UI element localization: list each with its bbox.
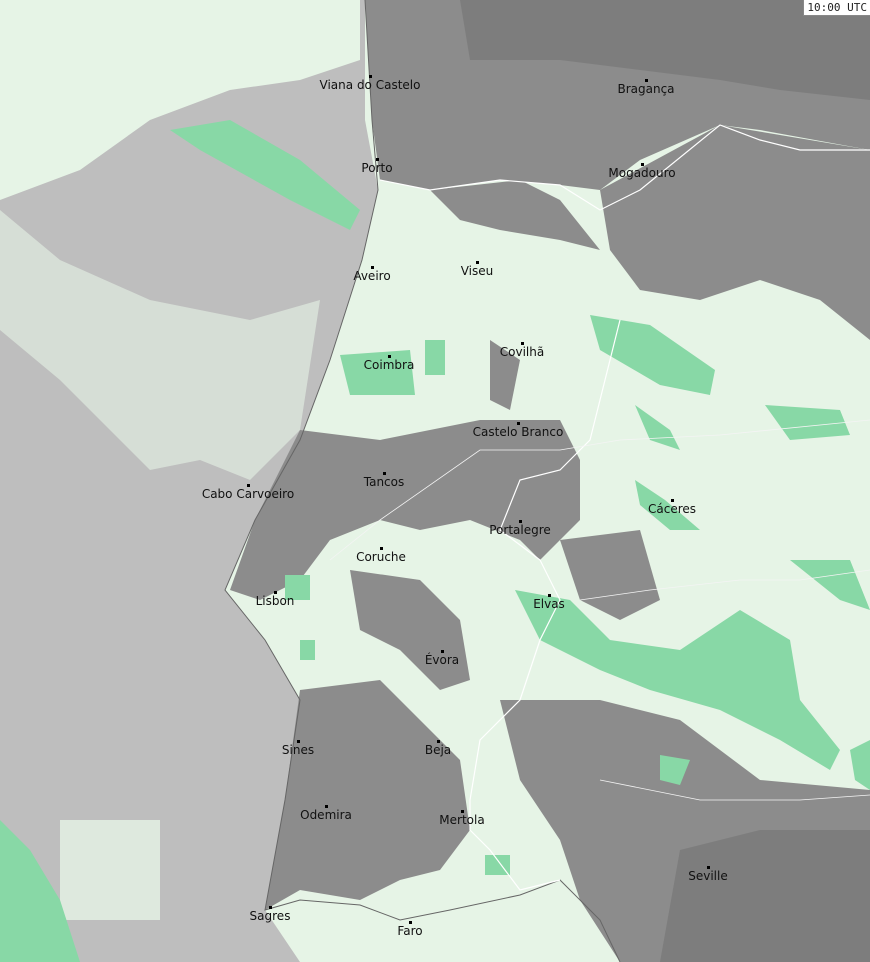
city-dot (383, 472, 386, 475)
city-dot (645, 79, 648, 82)
city-dot (461, 810, 464, 813)
precipitation-areas (0, 120, 870, 962)
city-label: Mogadouro (608, 166, 676, 180)
city-dot (521, 342, 524, 345)
city-dot (380, 547, 383, 550)
city-dot (297, 740, 300, 743)
city-label: Covilhã (499, 345, 545, 359)
city-dot (641, 163, 644, 166)
city-dot (671, 499, 674, 502)
city-label: Viana do Castelo (319, 78, 421, 92)
sea-area (0, 0, 378, 962)
city-label: Tancos (363, 475, 405, 489)
city-label: Coimbra (363, 358, 415, 372)
city-label: Coruche (356, 550, 406, 564)
city-label: Elvas (533, 597, 565, 611)
city-dot (376, 158, 379, 161)
city-dot (519, 520, 522, 523)
city-dot (247, 484, 250, 487)
cloud-dark-areas (230, 0, 870, 962)
city-dot (409, 921, 412, 924)
city-label: Odemira (300, 808, 352, 822)
city-dot (269, 906, 272, 909)
city-label: Castelo Branco (472, 425, 564, 439)
timestamp-label: 10:00 UTC (803, 0, 870, 16)
city-label: Aveiro (353, 269, 391, 283)
city-dot (548, 594, 551, 597)
city-label: Mertola (439, 813, 485, 827)
city-label: Cabo Carvoeiro (201, 487, 295, 501)
city-label: Évora (424, 653, 460, 667)
city-dot (371, 266, 374, 269)
city-label: Cáceres (647, 502, 697, 516)
city-dot (369, 75, 372, 78)
city-label: Portalegre (489, 523, 551, 537)
city-dot (388, 355, 391, 358)
coastline (224, 0, 621, 962)
city-label: Seville (688, 869, 728, 883)
city-label: Faro (397, 924, 423, 938)
city-dot (707, 866, 710, 869)
city-label: Sines (281, 743, 315, 757)
city-label: Beja (424, 743, 452, 757)
city-dot (441, 650, 444, 653)
city-label: Lisbon (255, 594, 295, 608)
city-label: Sagres (249, 909, 291, 923)
city-dot (517, 422, 520, 425)
city-dot (325, 805, 328, 808)
city-dot (437, 740, 440, 743)
city-label: Porto (361, 161, 393, 175)
city-dot (476, 261, 479, 264)
city-label: Bragança (617, 82, 675, 96)
city-dot (274, 591, 277, 594)
city-label: Viseu (460, 264, 494, 278)
sea-clear-patches (0, 0, 360, 920)
country-border (329, 124, 870, 891)
